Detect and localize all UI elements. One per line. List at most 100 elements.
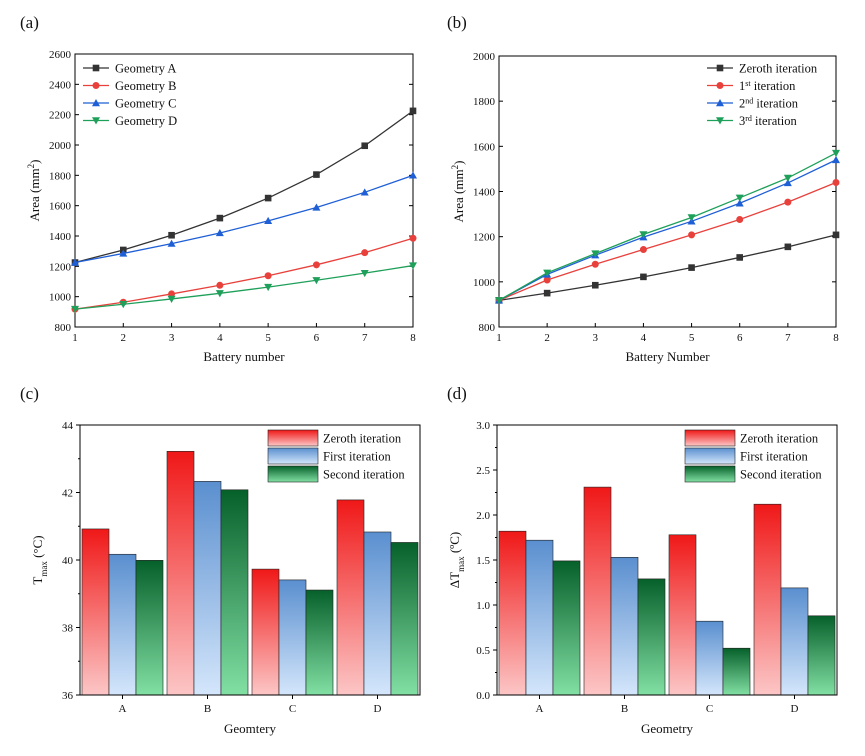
y-axis-label: Tmax (°C) (30, 535, 49, 584)
x-tick-label: 6 (314, 332, 320, 344)
x-tick-label: 3 (169, 332, 175, 344)
data-point (783, 174, 792, 182)
bar-C-2 (722, 647, 751, 696)
bar-C-0 (668, 534, 697, 696)
y-tick-label: 0.0 (476, 690, 490, 702)
y-tick-label: 3.0 (476, 420, 490, 432)
legend-marker (92, 82, 100, 89)
y-tick-label: 1800 (49, 170, 72, 182)
data-point (736, 254, 744, 261)
y-tick-label: 1400 (473, 187, 496, 199)
x-tick-label: 5 (689, 332, 695, 344)
x-tick-label: B (204, 703, 211, 715)
legend-marker (716, 64, 724, 72)
legend-label-1: 1st iteration (739, 79, 796, 94)
legend-swatch (267, 429, 319, 447)
data-point (216, 281, 224, 289)
legend-marker (716, 82, 724, 89)
data-point (312, 261, 320, 269)
data-point (360, 269, 369, 278)
chart-panel-3: (d) A B C D 0.0 0.5 1.0 1.5 2.0 2.5 3.0 Geometry ΔTma… (447, 384, 838, 736)
panel-label: (b) (447, 13, 467, 32)
legend-swatch (267, 465, 319, 483)
bar-B-1 (610, 556, 639, 696)
legend: Zeroth iteration First iteration Second it… (267, 429, 405, 483)
panel-label: (a) (20, 13, 39, 32)
legend-marker (716, 117, 724, 125)
bar-D-0 (753, 503, 782, 696)
data-point (361, 142, 369, 150)
data-point (167, 295, 176, 303)
series-line-1 (74, 237, 414, 310)
x-tick-label: D (374, 703, 382, 715)
x-tick-label: 6 (737, 332, 743, 344)
data-point (687, 214, 696, 222)
data-point (832, 178, 840, 186)
y-tick-label: 800 (479, 322, 496, 334)
data-point (409, 171, 417, 179)
x-tick-label: 7 (362, 332, 368, 344)
bar-A-1 (108, 553, 137, 696)
data-point (688, 264, 695, 271)
legend-marker (92, 99, 100, 107)
bar-A-0 (81, 528, 110, 696)
x-axis-label: Battery number (203, 349, 285, 364)
x-tick-label: C (706, 703, 713, 715)
data-point (409, 234, 417, 242)
y-tick-label: 1.5 (476, 555, 490, 567)
series-line-2 (74, 174, 414, 264)
y-tick-label: 1800 (473, 96, 496, 108)
x-tick-label: 7 (785, 332, 791, 344)
y-tick-label: 0.5 (476, 645, 490, 657)
data-point (736, 216, 744, 224)
data-point (216, 214, 224, 222)
data-point (71, 305, 79, 314)
y-tick-label: 1.0 (476, 600, 490, 612)
bar-B-0 (583, 486, 612, 696)
legend: Geometry A Geometry B Geometry C Geometry D (83, 62, 177, 128)
x-tick-label: 2 (121, 332, 127, 344)
x-axis-label: Geomtery (224, 721, 276, 736)
legend-marker (92, 117, 100, 125)
data-point (495, 297, 503, 305)
data-point (409, 107, 417, 115)
x-tick-label: 5 (265, 332, 271, 344)
y-tick-label: 1000 (473, 277, 496, 289)
bar-B-2 (220, 489, 249, 696)
y-tick-label: 2200 (49, 110, 72, 122)
legend-label-0: Zeroth iteration (739, 62, 818, 76)
legend-swatch (684, 429, 736, 447)
x-tick-label: 1 (496, 332, 502, 344)
y-axis-label: Area (mm2) (26, 160, 42, 222)
data-point (168, 231, 175, 239)
bar-B-0 (166, 451, 195, 696)
x-tick-label: C (289, 703, 296, 715)
legend-label-3: Geometry D (115, 114, 177, 128)
data-point (543, 269, 552, 277)
bar-C-1 (695, 620, 724, 696)
data-point (313, 171, 320, 178)
bar-A-0 (498, 530, 527, 696)
x-tick-label: D (791, 703, 799, 715)
legend-label-0: Geometry A (115, 62, 176, 76)
data-point (832, 149, 840, 158)
chart-panel-1: (b) 800 1000 1200 1400 1600 1800 2000 1 2 3 4 5 6 7 8 Ba… (447, 13, 840, 364)
series-line-3 (498, 152, 837, 301)
legend-swatch (267, 447, 319, 465)
y-tick-label: 1200 (473, 232, 496, 244)
x-tick-label: 1 (72, 332, 78, 344)
data-point (71, 258, 79, 266)
data-point (312, 203, 321, 211)
x-axis-label: Geometry (641, 721, 693, 736)
data-point (264, 194, 272, 202)
data-point (591, 281, 599, 289)
bar-D-1 (363, 531, 392, 696)
data-point (264, 216, 273, 225)
legend-label-1: Geometry B (115, 79, 176, 93)
bar-D-0 (336, 499, 365, 696)
x-tick-label: 4 (641, 332, 647, 344)
bar-A-2 (135, 560, 164, 696)
y-axis-label: ΔTmax (ºC) (447, 532, 466, 588)
data-point (168, 290, 176, 298)
